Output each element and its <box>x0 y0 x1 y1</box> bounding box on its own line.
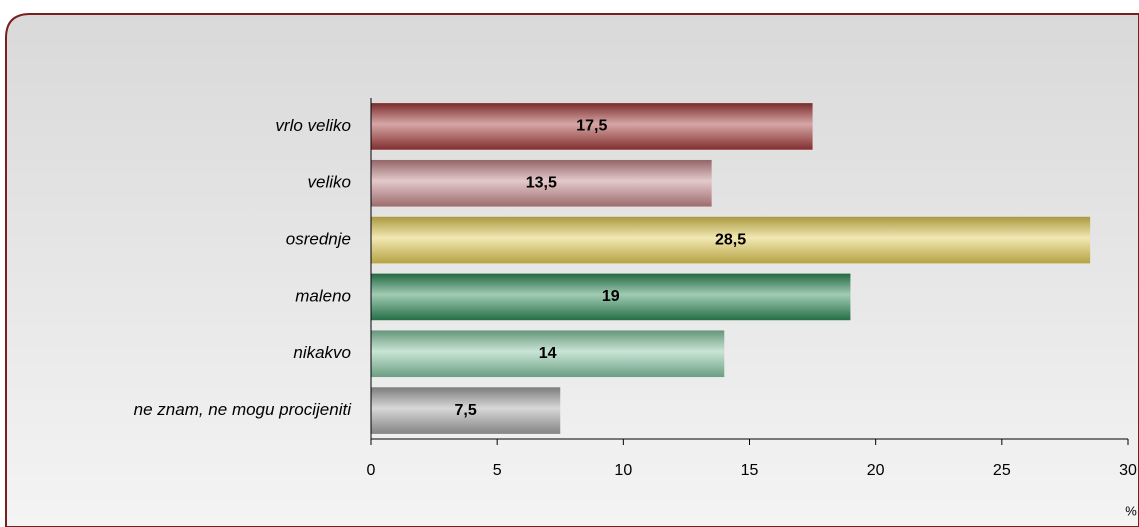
data-label: 28,5 <box>715 231 746 248</box>
bar <box>371 273 851 321</box>
chart-panel <box>5 13 1139 527</box>
bar <box>371 159 712 207</box>
data-label: 17,5 <box>576 118 607 135</box>
data-label: 13,5 <box>526 174 557 191</box>
bar <box>371 103 813 150</box>
x-axis-label: % <box>1125 503 1137 518</box>
y-tick-label: maleno <box>295 286 351 305</box>
bar <box>371 330 725 378</box>
y-tick-label: nikakvo <box>293 343 351 362</box>
y-tick-label: osrednje <box>286 230 351 249</box>
x-tick-label: 5 <box>493 462 502 479</box>
x-tick-label: 30 <box>1119 462 1137 479</box>
data-label: 14 <box>539 345 557 362</box>
y-tick-label: veliko <box>308 173 351 192</box>
bar <box>371 216 1091 264</box>
y-tick-label: ne znam, ne mogu procijeniti <box>134 400 353 419</box>
data-label: 19 <box>602 288 620 305</box>
x-tick-label: 15 <box>741 462 759 479</box>
x-tick-label: 20 <box>867 462 885 479</box>
x-tick-label: 25 <box>993 462 1011 479</box>
x-tick-label: 0 <box>367 462 376 479</box>
bar <box>371 387 561 434</box>
data-label: 7,5 <box>455 402 477 419</box>
x-tick-label: 10 <box>614 462 632 479</box>
y-tick-label: vrlo veliko <box>275 116 351 135</box>
